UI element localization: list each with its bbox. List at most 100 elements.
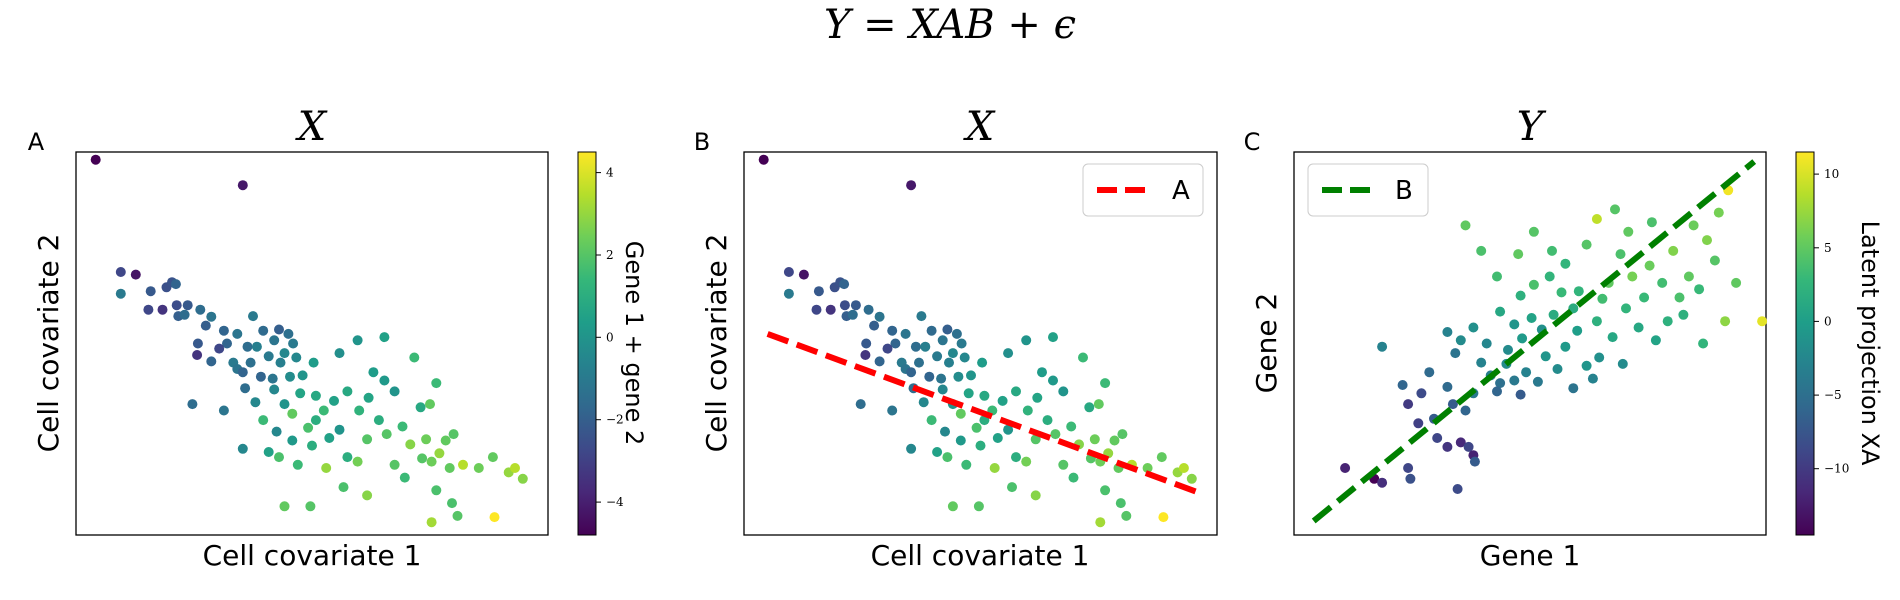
scatter-point — [850, 300, 861, 311]
scatter-point — [1503, 344, 1513, 355]
panel-b: B X A Cell covariate 1 Cell covariate 2 — [694, 104, 1218, 572]
scatter-point — [431, 485, 442, 496]
scatter-point — [283, 328, 294, 339]
scatter-point — [1621, 303, 1631, 314]
scatter-point — [1463, 441, 1474, 452]
scatter-point — [1460, 220, 1471, 231]
scatter-point — [1405, 473, 1416, 484]
scatter-point — [405, 439, 416, 450]
scatter-point — [813, 286, 824, 297]
scatter-point — [334, 424, 345, 435]
scatter-point — [1093, 399, 1104, 410]
colorbar-tick-label: −10 — [1824, 462, 1849, 476]
scatter-point — [1007, 482, 1017, 493]
scatter-point — [847, 309, 858, 320]
colorbar-tick-label: 2 — [606, 248, 614, 262]
scatter-point — [971, 422, 982, 433]
colorbar-tick-label: 0 — [1824, 314, 1832, 328]
scatter-point — [245, 357, 256, 368]
panel-a: A X Cell covariate 1 Cell covariate 2 −4… — [28, 104, 648, 572]
scatter-point — [1476, 245, 1487, 256]
scatter-point — [192, 338, 203, 349]
scatter-point — [1495, 378, 1506, 389]
scatter-point — [271, 426, 282, 437]
scatter-point — [275, 357, 286, 368]
scatter-point — [1377, 341, 1388, 352]
panel-b-ylabel: Cell covariate 2 — [700, 234, 733, 453]
scatter-point — [440, 435, 451, 446]
scatter-point — [1526, 313, 1537, 323]
scatter-point — [1633, 322, 1644, 333]
scatter-point — [906, 367, 917, 378]
scatter-point — [758, 154, 769, 165]
scatter-point — [1100, 485, 1111, 496]
scatter-point — [170, 279, 181, 290]
scatter-point — [1540, 351, 1551, 362]
scatter-point — [924, 371, 935, 382]
scatter-point — [389, 386, 400, 397]
scatter-point — [839, 279, 850, 290]
panel-a-colorbar-label: Gene 1 + gene 2 — [620, 241, 648, 445]
scatter-point — [942, 324, 953, 335]
scatter-point — [1442, 441, 1453, 452]
scatter-point — [1572, 325, 1583, 336]
scatter-point — [1442, 381, 1453, 392]
scatter-point — [1021, 456, 1032, 467]
scatter-point — [373, 415, 384, 426]
scatter-point — [352, 335, 363, 346]
panel-c-lines — [1311, 159, 1757, 524]
scatter-point — [1058, 459, 1069, 470]
scatter-point — [1492, 271, 1502, 282]
scatter-point — [1078, 352, 1088, 363]
panel-a-colorbar: −4 −2 0 2 4 Gene 1 + gene 2 — [577, 151, 648, 536]
scatter-point — [961, 459, 972, 470]
scatter-point — [251, 341, 262, 352]
scatter-point — [115, 267, 126, 277]
scatter-point — [292, 459, 303, 470]
panel-b-points — [758, 154, 1197, 528]
scatter-point — [342, 452, 353, 463]
scatter-point — [910, 341, 921, 352]
scatter-point — [1089, 434, 1100, 445]
scatter-point — [334, 348, 345, 359]
scatter-point — [1066, 421, 1077, 432]
panel-b-plot-area — [743, 151, 1218, 536]
scatter-point — [914, 357, 924, 368]
panel-c-xlabel: Gene 1 — [1480, 539, 1581, 572]
scatter-point — [783, 288, 794, 299]
scatter-point — [329, 395, 339, 406]
scatter-point — [363, 392, 374, 403]
scatter-point — [1037, 367, 1047, 378]
panel-c-plot-area — [1293, 151, 1767, 536]
scatter-point — [1377, 477, 1388, 488]
panel-c-colorbar-label: Latent projection XA — [1856, 221, 1884, 466]
scatter-point — [1694, 284, 1705, 295]
scatter-point — [1627, 271, 1638, 282]
scatter-point — [1702, 235, 1712, 246]
panel-c: C Y B Gene 1 Gene 2 −10 −5 0 5 10 Latent pro… — [1244, 104, 1884, 572]
scatter-point — [942, 452, 953, 463]
scatter-point — [953, 371, 964, 382]
scatter-point — [977, 357, 988, 368]
scatter-point — [811, 304, 822, 315]
scatter-point — [1460, 405, 1471, 416]
scatter-point — [240, 383, 251, 394]
panel-c-colorbar: −10 −5 0 5 10 Latent projection XA — [1795, 151, 1884, 536]
scatter-point — [1442, 327, 1453, 337]
scatter-point — [237, 443, 248, 454]
scatter-point — [269, 335, 280, 346]
scatter-point — [1528, 226, 1539, 237]
panel-c-legend-label: B — [1395, 176, 1413, 206]
panel-c-points — [1340, 185, 1768, 494]
scatter-point — [473, 463, 484, 473]
scatter-point — [1403, 399, 1414, 410]
scatter-point — [338, 482, 349, 493]
scatter-point — [1513, 249, 1524, 260]
scatter-point — [1560, 341, 1571, 352]
scatter-point — [417, 453, 428, 464]
scatter-point — [379, 375, 390, 386]
scatter-point — [279, 501, 290, 512]
scatter-point — [874, 356, 885, 367]
scatter-point — [1646, 217, 1657, 228]
scatter-point — [1068, 472, 1079, 483]
